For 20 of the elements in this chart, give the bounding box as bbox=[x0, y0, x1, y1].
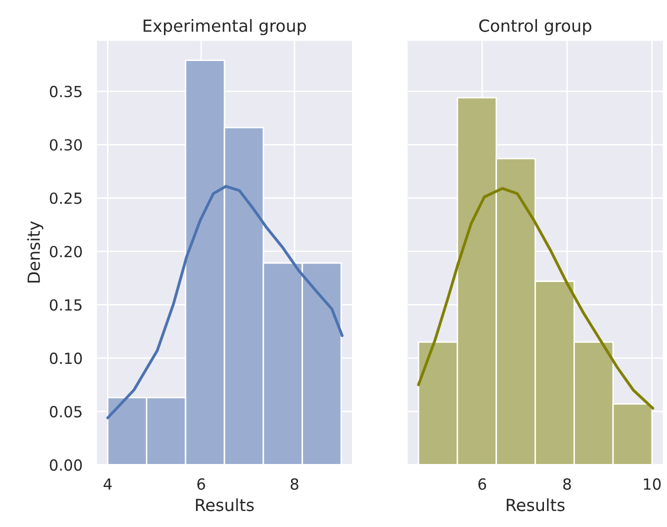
chart-title: Control group bbox=[479, 19, 592, 36]
x-axis-title: Results bbox=[506, 498, 565, 512]
x-tick-label: 10 bbox=[644, 478, 661, 490]
x-tick-label: 4 bbox=[104, 478, 112, 490]
chart-title: Experimental group bbox=[144, 19, 306, 36]
y-tick-label: 0.05 bbox=[50, 406, 82, 418]
y-tick-label: 0.10 bbox=[50, 352, 82, 364]
x-tick-label: 8 bbox=[563, 478, 571, 490]
y-tick-label: 0.15 bbox=[50, 299, 82, 311]
line-series bbox=[106, 184, 344, 420]
x-axis-title: Results bbox=[196, 498, 254, 512]
x-tick-label: 6 bbox=[197, 478, 206, 490]
y-tick-label: 0.35 bbox=[50, 86, 82, 98]
x-tick-label: 8 bbox=[290, 478, 298, 490]
y-tick-label: 0.00 bbox=[50, 459, 82, 471]
y-tick-label: 0.25 bbox=[50, 192, 82, 204]
y-tick-label: 0.30 bbox=[50, 139, 82, 151]
x-tick-label: 6 bbox=[478, 478, 486, 490]
y-axis-title: Density bbox=[27, 221, 44, 282]
y-tick-label: 0.20 bbox=[50, 246, 82, 258]
